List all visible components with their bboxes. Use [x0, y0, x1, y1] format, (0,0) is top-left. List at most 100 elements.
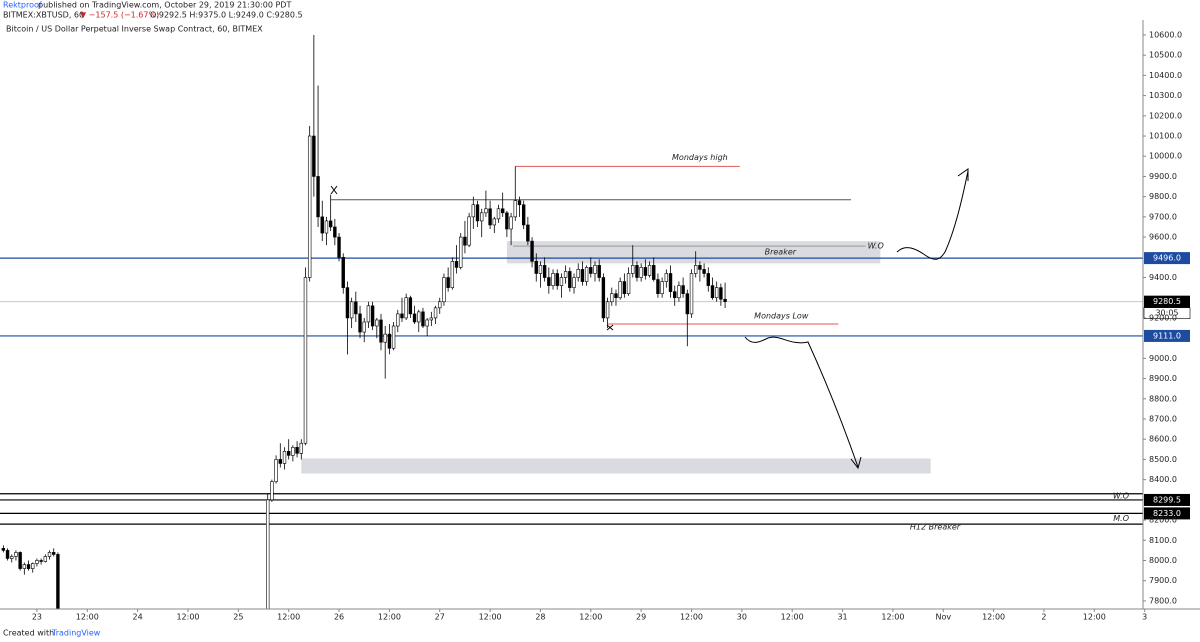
candle-body [500, 208, 505, 214]
y-tick-label: 9000.0 [1149, 354, 1177, 363]
candle-body [467, 216, 471, 246]
candle-body [643, 267, 648, 276]
candle-body [496, 208, 501, 220]
candle-body [404, 297, 408, 319]
x-tick-label: 23 [32, 613, 42, 622]
candle-body [1, 548, 6, 551]
y-tick-label: 9200.0 [1149, 313, 1177, 322]
candle-body [274, 459, 278, 482]
candle-body [530, 240, 534, 262]
candle-body [5, 550, 10, 559]
candle-body [631, 265, 635, 274]
y-tick-label: 10100.0 [1149, 132, 1182, 141]
footer-brand[interactable]: TradingView [51, 629, 101, 638]
candle-body [689, 273, 694, 315]
candle-body [391, 325, 396, 349]
arrow-up [896, 170, 969, 260]
candle-body [39, 560, 43, 562]
candle-body [446, 277, 450, 288]
zone [506, 241, 881, 264]
x-tick-label: 12:00 [176, 613, 199, 622]
symbol: BITMEX:XBTUSD, 60 [3, 11, 84, 20]
candle-body [719, 287, 723, 300]
candle-body [710, 285, 715, 299]
x-tick-label: 26 [334, 613, 344, 622]
y-tick-label: 8200.0 [1149, 516, 1177, 525]
candle-body [362, 321, 366, 333]
annotation-text: Breaker [765, 248, 797, 257]
candle-body [521, 204, 526, 226]
candle-body [47, 552, 52, 557]
candle-body [433, 307, 438, 319]
candle-body [492, 218, 496, 226]
x-tick-label: 12:00 [378, 613, 401, 622]
x-tick-label: 3 [1142, 613, 1147, 622]
candle-body [341, 256, 345, 288]
candle-body [673, 291, 677, 299]
candle-body [698, 265, 702, 270]
y-tick-label: 9800.0 [1149, 192, 1177, 201]
candle-body [576, 269, 580, 278]
x-tick-label: 12:00 [277, 613, 300, 622]
candle-body [316, 176, 320, 218]
candle-body [354, 301, 358, 315]
candle-body [400, 313, 404, 319]
candle-body [303, 277, 308, 444]
candle-body [463, 236, 467, 246]
candle-body [299, 442, 303, 454]
candle-body [43, 556, 48, 562]
candle-body [563, 271, 568, 278]
y-tick-label: 10500.0 [1149, 51, 1182, 60]
candle-body [605, 301, 610, 319]
candle-body [584, 267, 589, 282]
y-tick-label: 10200.0 [1149, 111, 1182, 120]
price-badge [1144, 295, 1190, 308]
candles [1, 34, 727, 609]
x-tick-label: 24 [133, 613, 143, 622]
candle-body [647, 265, 652, 276]
candle-body [337, 236, 341, 258]
chart-title: Bitcoin / US Dollar Perpetual Inverse Sw… [6, 25, 263, 34]
candle-body [677, 285, 681, 299]
y-tick-label: 8100.0 [1149, 536, 1177, 545]
candle-body [475, 204, 480, 222]
x-tick-label: 2 [1041, 613, 1046, 622]
y-tick-label: 8900.0 [1149, 374, 1177, 383]
x-tick-label: 12:00 [579, 613, 602, 622]
candle-body [542, 265, 547, 278]
candle-body [421, 311, 425, 327]
candle-body [56, 554, 60, 609]
candle-body [324, 220, 329, 234]
candle-body [438, 301, 442, 309]
candle-body [295, 446, 299, 454]
axes: 10600.0 10500.0 10400.0 10300.0 10200.0 10100… [32, 30, 1182, 621]
candle-body [580, 269, 585, 282]
candle-body [408, 297, 413, 315]
footer-text: Created with [3, 629, 54, 638]
candle-body [14, 552, 18, 557]
price-badge-label: 8233.0 [1153, 509, 1181, 518]
candle-body [517, 200, 522, 206]
candle-body [660, 281, 664, 294]
candle-body [320, 216, 324, 234]
level-text: W.O [1113, 491, 1129, 500]
ohlc: O:9292.5 H:9375.0 L:9249.0 C:9280.5 [150, 11, 303, 20]
candle-body [417, 311, 421, 323]
candle-body [626, 273, 631, 294]
price-badge-label: 9111.0 [1153, 331, 1181, 340]
candle-body [412, 313, 417, 323]
y-tick-label: 10300.0 [1149, 91, 1182, 100]
candle-body [454, 261, 459, 268]
x-tick-label: 12:00 [1083, 613, 1106, 622]
candle-body [656, 279, 660, 294]
candle-body [706, 273, 710, 286]
candle-body [425, 319, 429, 327]
candle-body [31, 563, 35, 569]
x-mark [606, 324, 614, 331]
candle-body [513, 200, 517, 218]
candle-body [572, 277, 576, 288]
price-badge-label: 8299.5 [1153, 495, 1181, 504]
y-tick-label: 8400.0 [1149, 475, 1177, 484]
author[interactable]: Rektproof [3, 1, 42, 10]
